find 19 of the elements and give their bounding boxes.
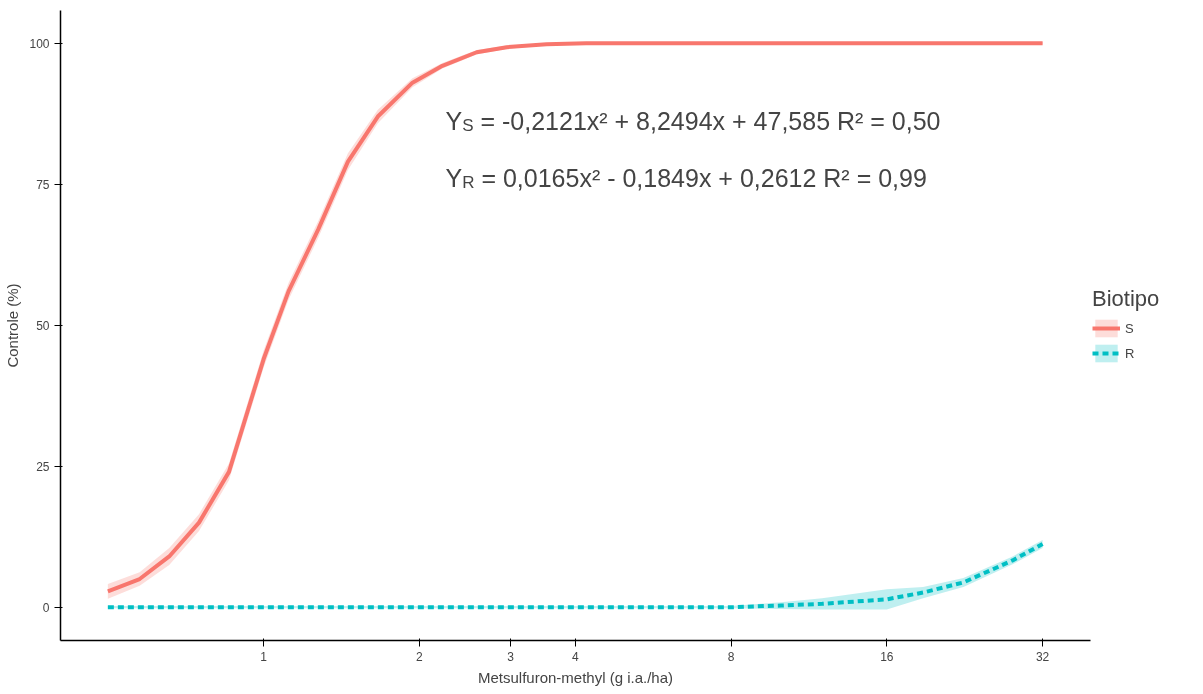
- y-tick-label: 25: [36, 459, 50, 474]
- y-axis-title: Controle (%): [4, 283, 22, 368]
- legend-label: R: [1125, 345, 1136, 361]
- x-tick-label: 3: [507, 649, 515, 664]
- y-tick-label: 0: [42, 600, 50, 615]
- annotation: YS = -0,2121x² + 8,2494x + 47,585 R² = 0,50: [445, 106, 941, 135]
- x-tick-label: 16: [880, 649, 894, 664]
- y-tick-label: 100: [29, 36, 50, 51]
- legend-label: S: [1125, 320, 1135, 336]
- y-tick-label: 50: [36, 318, 50, 333]
- x-tick-label: 8: [727, 649, 735, 664]
- x-tick-label: 1: [260, 649, 268, 664]
- x-axis-title: Metsulfuron-methyl (g i.a./ha): [477, 668, 674, 686]
- x-tick-label: 2: [416, 649, 424, 664]
- y-tick-label: 75: [36, 177, 50, 192]
- annotation: YR = 0,0165x² - 0,1849x + 0,2612 R² = 0,99: [445, 163, 927, 192]
- x-tick-label: 4: [571, 649, 579, 664]
- legend-title: Biotipo: [1092, 286, 1160, 312]
- x-tick-label: 32: [1035, 649, 1050, 664]
